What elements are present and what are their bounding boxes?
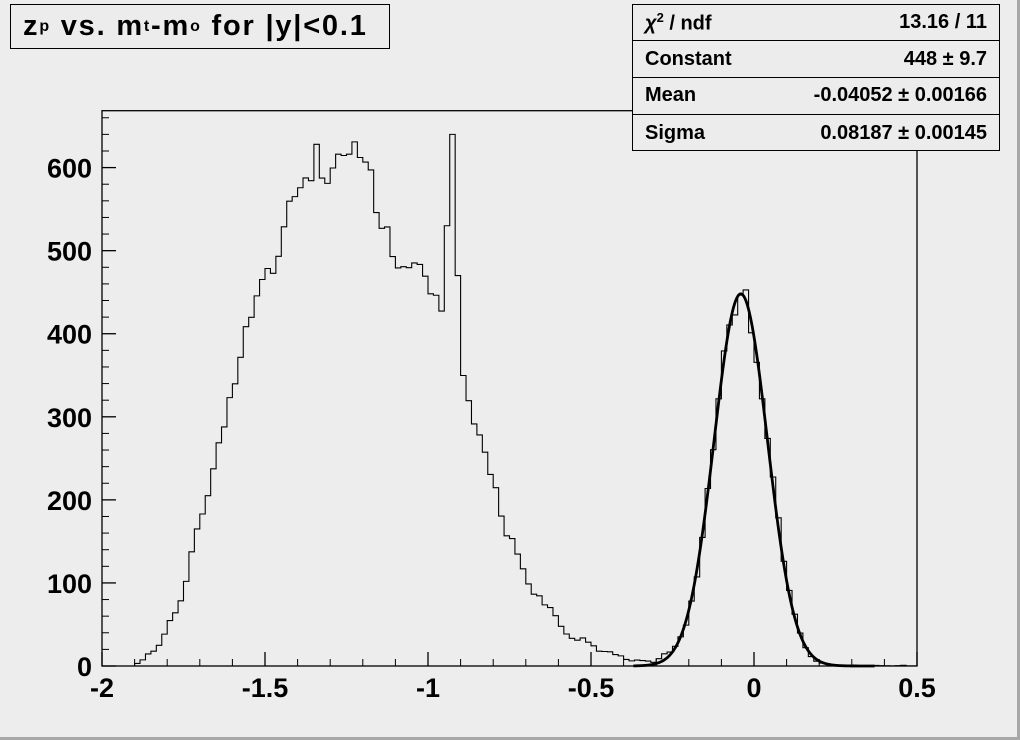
svg-text:300: 300 [47,403,92,433]
svg-text:0: 0 [77,652,92,682]
svg-text:-1: -1 [416,673,440,703]
svg-text:-1.5: -1.5 [242,673,289,703]
svg-text:400: 400 [47,320,92,350]
svg-text:-2: -2 [90,673,114,703]
svg-text:0.5: 0.5 [898,673,936,703]
svg-text:500: 500 [47,237,92,267]
svg-text:600: 600 [47,154,92,184]
svg-text:0: 0 [746,673,761,703]
svg-text:-0.5: -0.5 [568,673,615,703]
svg-text:100: 100 [47,569,92,599]
svg-text:200: 200 [47,486,92,516]
